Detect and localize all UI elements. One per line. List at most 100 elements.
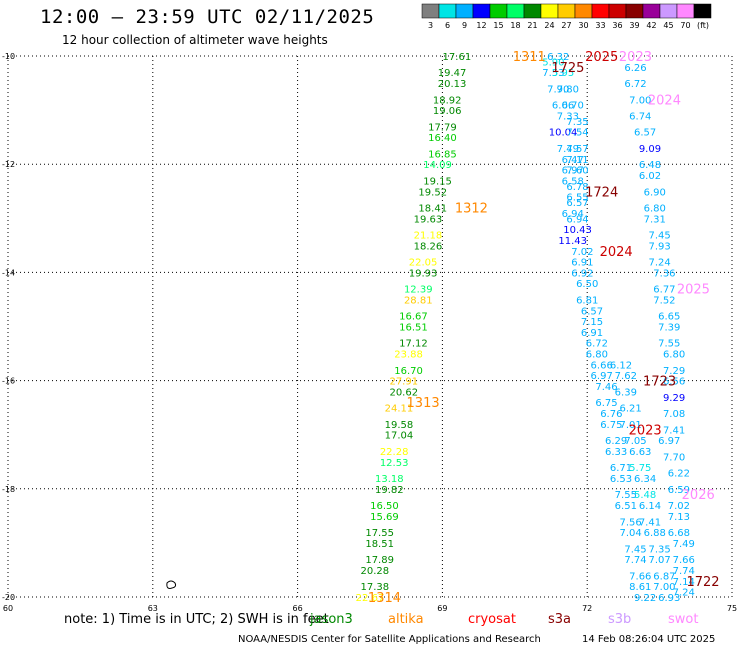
wave-height-value: 7.52	[653, 295, 675, 306]
legend-swatch	[472, 3, 491, 19]
wave-height-value: 7.53	[542, 68, 564, 79]
wave-height-value: 17.55	[365, 528, 394, 539]
wave-height-value: 6.80	[644, 203, 666, 214]
legend-tick-label: 6	[445, 21, 450, 30]
wave-height-value: 7.02	[571, 247, 593, 258]
legend-tick-label: 45	[663, 21, 673, 30]
wave-height-value: 6.71	[610, 463, 632, 474]
wave-height-value: 7.05	[624, 436, 646, 447]
pass-id-label: 2024	[600, 245, 633, 260]
wave-height-value: 19.06	[433, 106, 462, 117]
wave-height-value: 5.95	[552, 68, 574, 79]
wave-height-value: 17.61	[443, 52, 472, 63]
wave-height-value: 6.14	[639, 501, 661, 512]
wave-height-value: 6.78	[566, 182, 588, 193]
pass-id-label: 2023	[629, 423, 662, 438]
wave-height-value: 7.11	[566, 155, 588, 166]
wave-height-value: 7.80	[557, 84, 579, 95]
wave-height-value: 6.53	[610, 474, 632, 485]
wave-height-value: 7.35	[648, 544, 670, 555]
wave-height-value: 6.33	[605, 447, 627, 458]
wave-height-value: 21.18	[414, 231, 443, 242]
wave-height-value: 9.29	[663, 393, 685, 404]
wave-height-value: 7.45	[624, 544, 646, 555]
wave-height-value: 12.53	[380, 458, 409, 469]
wave-height-value: 6.80	[586, 350, 608, 361]
wave-height-value: 7.29	[663, 366, 685, 377]
wave-height-value: 7.57	[566, 144, 588, 155]
wave-height-value: 17.04	[385, 431, 414, 442]
footer-credit: NOAA/NESDIS Center for Satellite Applica…	[238, 634, 541, 645]
satellite-name: cryosat	[468, 612, 516, 627]
legend-swatch	[625, 3, 644, 19]
wave-height-value: 6.34	[634, 474, 656, 485]
map-subtitle: 12 hour collection of altimeter wave hei…	[62, 33, 328, 47]
wave-height-value: 11.43	[558, 236, 587, 247]
wave-height-value: 6.76	[600, 409, 622, 420]
legend-tick-label: 42	[646, 21, 656, 30]
wave-height-value: 7.90	[547, 84, 569, 95]
wave-height-value: 6.75	[600, 420, 622, 431]
wave-height-value: 20.28	[361, 566, 390, 577]
wave-height-value: 7.55	[615, 490, 637, 501]
legend-swatch	[421, 3, 440, 19]
wave-height-value: 6.06	[552, 101, 574, 112]
wave-height-value: 6.66	[591, 360, 613, 371]
wave-height-value: 17.38	[361, 582, 390, 593]
wave-height-value: 16.70	[394, 366, 423, 377]
wave-height-value: 6.56	[663, 377, 685, 388]
pass-id-label: 1722	[686, 575, 719, 590]
pass-labels: 1311 2025 20231725202417241312202420251723…	[368, 50, 720, 606]
wave-height-value: 6.97	[658, 436, 680, 447]
legend-swatch	[506, 3, 525, 19]
legend-swatch	[540, 3, 559, 19]
lon-tick-label: 63	[148, 604, 158, 613]
wave-height-value: 10.43	[563, 225, 592, 236]
wave-height-value: 6.50	[576, 279, 598, 290]
legend-tick-label: 15	[493, 21, 503, 30]
wave-height-value: 6.77	[653, 285, 675, 296]
legend-tick-label: 39	[629, 21, 639, 30]
wave-height-value: 18.92	[433, 95, 462, 106]
lat-tick-label: -14	[2, 268, 15, 277]
wave-height-value: 6.58	[562, 176, 584, 187]
wave-height-value: 7.66	[629, 571, 651, 582]
wave-height-value: 5.48	[634, 490, 656, 501]
legend-swatch	[455, 3, 474, 19]
wave-height-value: 13.18	[375, 474, 404, 485]
map-title: 12:00 – 23:59 UTC 02/11/2025	[40, 6, 375, 28]
wave-height-value: 6.70	[562, 101, 584, 112]
wave-height-value: 6.75	[595, 398, 617, 409]
wave-height-value: 12.39	[404, 285, 433, 296]
wave-height-value: 7.14	[673, 577, 695, 588]
footer-note: note: 1) Time is in UTC; 2) SWH is in fe…	[64, 612, 329, 627]
pass-id-label: 1312	[455, 201, 488, 216]
wave-height-value: 23.88	[394, 350, 423, 361]
wave-height-value: 6.48	[639, 160, 661, 171]
wave-height-value: 7.00	[653, 582, 675, 593]
satellite-name: s3b	[608, 612, 632, 627]
pass-id-label: 2024	[648, 93, 681, 108]
wave-height-value: 7.70	[663, 452, 685, 463]
legend-swatch	[693, 3, 712, 19]
legend-swatch	[523, 3, 542, 19]
wave-height-value: 7.35	[566, 117, 588, 128]
legend-swatch	[676, 3, 695, 19]
wave-height-value: 6.55	[566, 193, 588, 204]
lat-tick-label: -16	[2, 377, 15, 386]
wave-height-value: 7.15	[581, 317, 603, 328]
pass-id-label: 2023	[619, 50, 652, 65]
island-shape	[166, 580, 177, 589]
wave-height-value: 6.94	[562, 209, 584, 220]
lat-tick-label: -12	[2, 160, 15, 169]
legend-tick-label: 21	[527, 21, 537, 30]
wave-height-value: 6.68	[668, 528, 690, 539]
legend-unit: (ft)	[697, 21, 709, 30]
wave-height-value: 19.63	[414, 214, 443, 225]
wave-height-value: 16.51	[399, 323, 428, 334]
pass-id-label: 1724	[585, 185, 618, 200]
wave-height-value: 19.82	[375, 485, 404, 496]
legend-tick-label: 9	[462, 21, 467, 30]
